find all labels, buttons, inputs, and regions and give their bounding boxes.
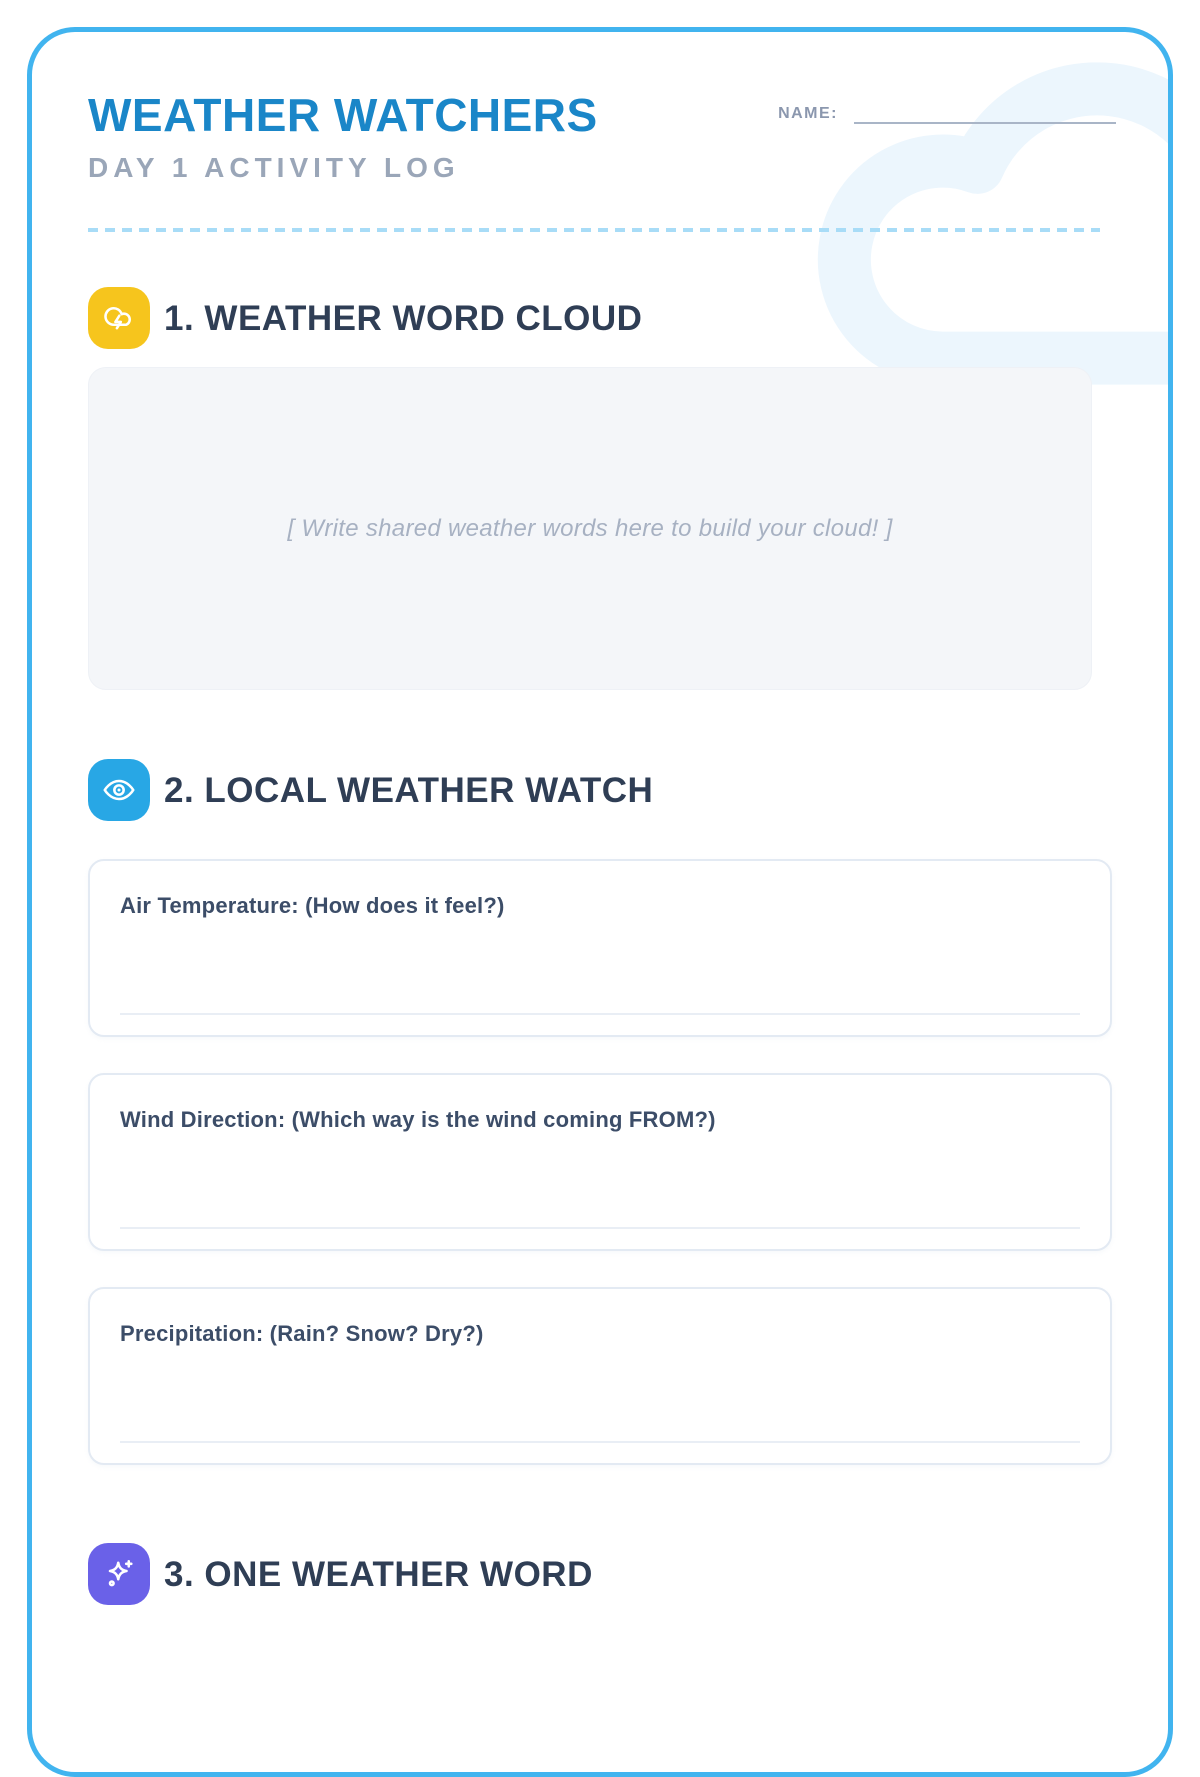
- wind-direction-card[interactable]: Wind Direction: (Which way is the wind c…: [88, 1073, 1112, 1251]
- name-field: NAME:: [778, 98, 1116, 124]
- precipitation-write-line[interactable]: [120, 1441, 1080, 1443]
- section-3-title: 3. ONE WEATHER WORD: [164, 1554, 593, 1594]
- word-cloud-writing-area[interactable]: [ Write shared weather words here to bui…: [88, 367, 1092, 690]
- page-title: WEATHER WATCHERS: [88, 89, 598, 141]
- air-temperature-write-line[interactable]: [120, 1013, 1080, 1015]
- section-3-header: 3. ONE WEATHER WORD: [88, 1543, 1116, 1605]
- air-temperature-card[interactable]: Air Temperature: (How does it feel?): [88, 859, 1112, 1037]
- section-2-title: 2. LOCAL WEATHER WATCH: [164, 770, 654, 810]
- name-input-line[interactable]: [854, 98, 1116, 124]
- header: WEATHER WATCHERS DAY 1 ACTIVITY LOG NAME…: [88, 92, 1116, 182]
- section-1-header: 1. WEATHER WORD CLOUD: [88, 287, 1116, 349]
- storm-cloud-icon: [88, 287, 150, 349]
- air-temperature-label: Air Temperature: (How does it feel?): [120, 893, 505, 918]
- name-label: NAME:: [778, 105, 838, 122]
- section-2-header: 2. LOCAL WEATHER WATCH: [88, 759, 1116, 821]
- section-1-title: 1. WEATHER WORD CLOUD: [164, 298, 643, 338]
- word-cloud-placeholder: [ Write shared weather words here to bui…: [287, 514, 893, 542]
- page-subtitle: DAY 1 ACTIVITY LOG: [88, 152, 460, 183]
- precipitation-card[interactable]: Precipitation: (Rain? Snow? Dry?): [88, 1287, 1112, 1465]
- eye-icon: [88, 759, 150, 821]
- wind-direction-write-line[interactable]: [120, 1227, 1080, 1229]
- observation-cards: Air Temperature: (How does it feel?) Win…: [88, 859, 1116, 1465]
- wind-direction-label: Wind Direction: (Which way is the wind c…: [120, 1107, 716, 1132]
- worksheet-page: WEATHER WATCHERS DAY 1 ACTIVITY LOG NAME…: [27, 27, 1173, 1777]
- precipitation-label: Precipitation: (Rain? Snow? Dry?): [120, 1321, 484, 1346]
- dashed-divider: [88, 228, 1100, 232]
- sparkles-icon: [88, 1543, 150, 1605]
